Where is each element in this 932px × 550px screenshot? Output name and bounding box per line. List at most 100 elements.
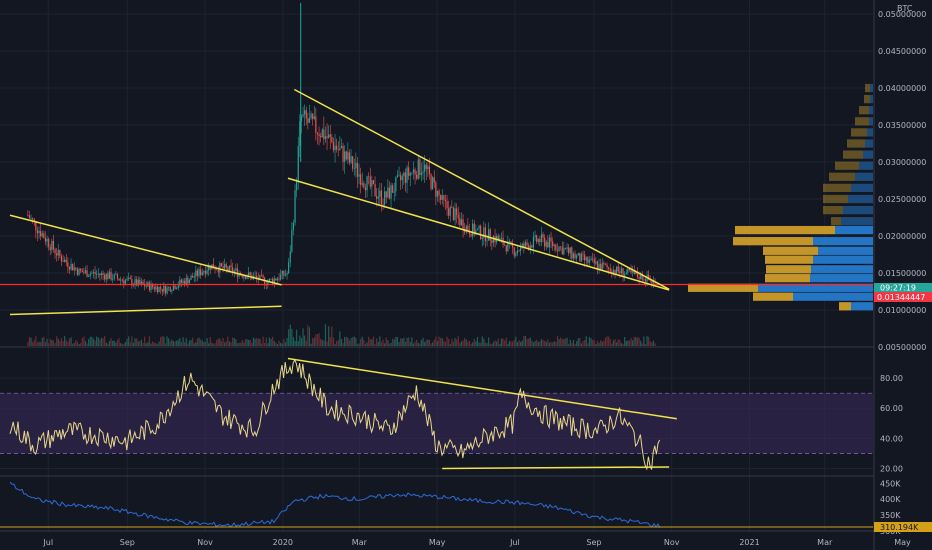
candle-body bbox=[284, 274, 287, 276]
candle-body bbox=[67, 262, 69, 268]
volume-bar bbox=[544, 341, 546, 346]
candle-body bbox=[403, 172, 405, 177]
candle-body bbox=[619, 271, 621, 274]
price-axis[interactable] bbox=[874, 0, 932, 531]
volume-bar bbox=[380, 342, 383, 346]
volume-bar bbox=[180, 341, 183, 346]
rsi-tick-label: 80.00 bbox=[880, 374, 903, 383]
candle-body bbox=[299, 121, 301, 147]
candle-body bbox=[35, 221, 37, 231]
candle-body bbox=[289, 251, 291, 263]
candle-body bbox=[460, 219, 463, 226]
volume-bar bbox=[260, 343, 263, 346]
volume-bar bbox=[331, 326, 333, 346]
price-trendline[interactable] bbox=[293, 88, 670, 290]
volume-bar bbox=[316, 334, 319, 346]
candle-body bbox=[371, 180, 373, 187]
volume-indicator-line bbox=[9, 481, 661, 529]
candle-body bbox=[430, 174, 432, 189]
volume-bar bbox=[328, 326, 330, 346]
volume-bar bbox=[190, 340, 192, 346]
candle-body bbox=[179, 279, 181, 286]
candle-body bbox=[233, 270, 235, 273]
candle-body bbox=[337, 149, 339, 151]
volume-bar bbox=[332, 337, 335, 346]
candle-body bbox=[449, 207, 451, 216]
volume-bar bbox=[382, 339, 384, 346]
candle-body bbox=[491, 240, 493, 243]
candle-body bbox=[481, 237, 483, 239]
candle-body bbox=[520, 246, 522, 251]
candle-body bbox=[86, 270, 88, 277]
volume-bar bbox=[404, 341, 407, 346]
volume-bar bbox=[137, 341, 139, 346]
candle-body bbox=[603, 263, 605, 265]
x-tick-label: 2021 bbox=[739, 538, 759, 547]
candle-body bbox=[136, 279, 138, 286]
candle-body bbox=[260, 274, 263, 276]
volume-bar bbox=[225, 341, 227, 346]
candle-body bbox=[497, 235, 499, 241]
rsi-tick-label: 20.00 bbox=[880, 464, 903, 473]
volume-bar bbox=[96, 336, 98, 346]
volume-bar bbox=[163, 336, 165, 346]
price-trendline[interactable] bbox=[9, 214, 282, 286]
last-volume-tag bbox=[874, 522, 932, 532]
volume-bar bbox=[329, 337, 331, 346]
volume-bar bbox=[76, 341, 79, 346]
candle-body bbox=[492, 236, 495, 243]
candle-body bbox=[448, 208, 450, 216]
candle-body bbox=[286, 273, 288, 275]
candle-body bbox=[204, 270, 207, 274]
rsi-trendline[interactable] bbox=[287, 357, 677, 420]
x-tick-label: Nov bbox=[664, 538, 680, 547]
candle-body bbox=[483, 227, 485, 238]
candle-body bbox=[382, 204, 384, 205]
volume-bar bbox=[532, 342, 535, 346]
volume-bar bbox=[510, 341, 512, 346]
time-axis-labels[interactable]: Jul Sep Nov 2020 Mar May Jul Sep Nov 2021 Mar May bbox=[42, 538, 911, 547]
volume-bar bbox=[35, 336, 37, 346]
candle-body bbox=[596, 261, 599, 269]
volume-bar bbox=[358, 343, 360, 346]
candle-body bbox=[508, 241, 511, 242]
candle-body bbox=[112, 278, 114, 280]
candle-body bbox=[649, 279, 651, 281]
volume-bar bbox=[41, 337, 43, 346]
volume-bar bbox=[51, 340, 53, 346]
volume-bar bbox=[200, 339, 202, 346]
candle-body bbox=[96, 274, 98, 275]
volume-bar bbox=[558, 339, 560, 346]
price-trendline[interactable] bbox=[287, 177, 670, 291]
y-tick-label: 0.01000000 bbox=[878, 306, 926, 315]
volume-bar bbox=[427, 339, 429, 346]
volume-bar bbox=[209, 337, 211, 346]
volume-bar bbox=[505, 337, 507, 346]
price-trendline[interactable] bbox=[9, 305, 282, 316]
volume-bar bbox=[377, 341, 379, 346]
volume-bar bbox=[540, 339, 543, 346]
candle-body bbox=[507, 241, 509, 252]
candle-body bbox=[416, 174, 418, 179]
candle-body bbox=[436, 190, 439, 197]
volume-bar bbox=[620, 343, 623, 346]
volume-bar bbox=[611, 343, 613, 346]
candle-body bbox=[352, 156, 354, 169]
candle-body bbox=[414, 169, 416, 175]
volume-bar bbox=[403, 337, 405, 346]
candle-body bbox=[235, 268, 237, 271]
volume-bar bbox=[566, 337, 568, 346]
candle-body bbox=[387, 187, 389, 198]
candle-body bbox=[377, 196, 379, 199]
volume-bar bbox=[361, 336, 363, 346]
candle-body bbox=[219, 263, 221, 273]
rsi-trendline[interactable] bbox=[442, 466, 670, 470]
candle-body bbox=[297, 146, 299, 181]
candle-body bbox=[188, 280, 191, 284]
volume-bar bbox=[355, 337, 357, 346]
candle-body bbox=[88, 276, 90, 277]
candle-body bbox=[592, 258, 594, 260]
candle-body bbox=[510, 241, 512, 243]
candle-body bbox=[171, 290, 173, 292]
